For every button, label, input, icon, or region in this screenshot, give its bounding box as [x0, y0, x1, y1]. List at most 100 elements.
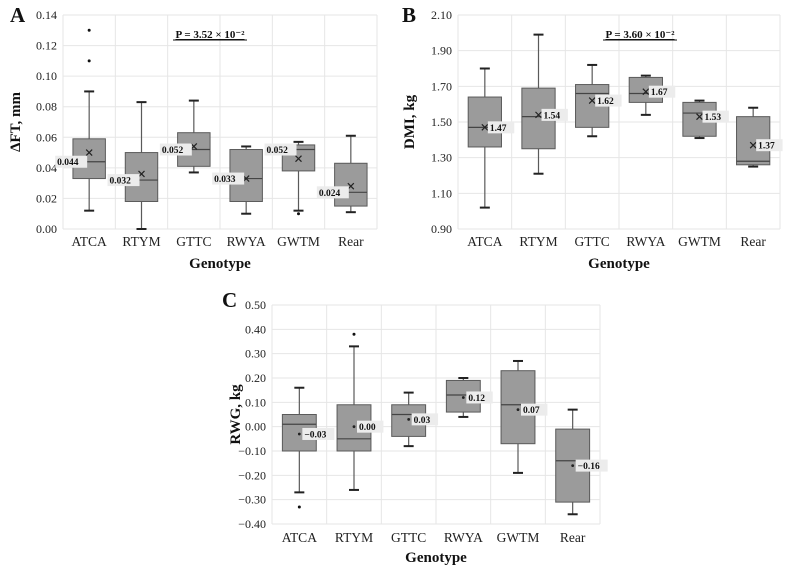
y-tick-label: 1.70: [431, 79, 452, 93]
x-axis-title: Genotype: [189, 256, 251, 272]
y-tick-label: 0.90: [431, 222, 452, 236]
box-rwya: 0.033: [212, 145, 263, 215]
x-tick-label: ATCA: [282, 530, 318, 545]
data-label: 1.53: [705, 113, 722, 123]
y-axis-title: RWG, kg: [228, 384, 244, 445]
mean-marker: [571, 464, 575, 467]
data-label-bg: [487, 121, 515, 134]
x-tick-label: ATCA: [72, 234, 108, 249]
box-rtym: 0.00: [336, 332, 384, 491]
data-label: 0.024: [319, 189, 341, 199]
data-label-bg: [107, 174, 140, 187]
panel-label: B: [402, 3, 416, 27]
y-tick-label: −0.30: [238, 493, 266, 507]
mean-marker: [535, 111, 542, 119]
data-label: 1.47: [490, 124, 507, 134]
y-tick-label: 2.10: [431, 8, 452, 22]
mean-marker: [295, 155, 302, 163]
x-tick-label: RTYM: [519, 234, 557, 249]
data-label-bg: [466, 391, 493, 404]
box-rwya: 1.67: [628, 74, 676, 116]
data-label-bg: [316, 186, 349, 199]
panel-c: −0.40 −0.30 −0.20 −0.10 0.00 0.10 0.20 0.30 0.40…: [222, 288, 608, 566]
box-gttc: 0.03: [391, 391, 439, 448]
y-tick-label: 0.20: [245, 371, 266, 385]
data-label: −0.03: [304, 430, 326, 440]
box-atca: 0.044: [55, 28, 106, 212]
y-tick-label: 0.50: [245, 298, 266, 312]
panel-a: 0.00 0.02 0.04 0.06 0.08 0.10 0.12 0.14 A Genotyp…: [8, 3, 378, 272]
data-label-bg: [357, 420, 384, 433]
y-tick-label: 1.50: [431, 115, 452, 129]
data-label-bg: [648, 85, 676, 98]
x-tick-label: GWTM: [678, 234, 721, 249]
x-tick-label: GWTM: [277, 234, 320, 249]
x-tick-label: GTTC: [391, 530, 426, 545]
x-tick-label: Rear: [338, 234, 364, 249]
y-tick-label: 1.30: [431, 151, 452, 165]
data-label-bg: [159, 143, 192, 156]
data-label: 1.62: [597, 97, 614, 107]
box-atca: 1.47: [467, 67, 515, 209]
y-tick-label: 0.12: [36, 39, 57, 53]
y-axis-title: DMI, kg: [402, 94, 418, 149]
data-label: 0.12: [468, 394, 485, 404]
x-tick-label: ATCA: [467, 234, 503, 249]
box-gttc: 0.052: [159, 99, 211, 174]
box-gttc: 1.62: [575, 63, 622, 138]
data-label-bg: [302, 427, 335, 440]
y-tick-label: 1.90: [431, 44, 452, 58]
data-label: −0.16: [578, 462, 600, 472]
mean-marker: [407, 417, 411, 421]
x-tick-label: RWYA: [626, 234, 665, 249]
outlier-point: [297, 212, 300, 216]
outlier-point: [87, 59, 91, 63]
data-label-bg: [521, 403, 548, 416]
x-tick-label: RTYM: [122, 234, 160, 249]
mean-marker: [749, 141, 757, 149]
y-tick-label: 0.14: [36, 8, 57, 22]
y-tick-label: 0.06: [36, 130, 57, 144]
x-tick-label: GTTC: [575, 234, 610, 249]
y-tick-label: 0.00: [36, 222, 57, 236]
data-label-bg: [55, 155, 88, 168]
box-gwtm: 1.53: [682, 99, 729, 140]
p-value-annotation: P = 3.60 × 10⁻²: [605, 29, 675, 41]
box-gwtm: 0.052: [264, 140, 316, 216]
data-label-bg: [575, 459, 608, 472]
p-value-annotation: P = 3.52 × 10⁻²: [175, 29, 245, 41]
mean-marker: [297, 432, 301, 436]
box-rear: 1.37: [736, 106, 783, 168]
data-label: 0.032: [110, 177, 132, 187]
x-tick-label: RTYM: [335, 530, 373, 545]
data-label: 1.54: [544, 111, 561, 121]
x-tick-label: RWYA: [444, 530, 483, 545]
box-rwya: 0.12: [445, 377, 493, 418]
data-label-bg: [541, 108, 568, 121]
data-label: 1.37: [758, 142, 775, 152]
y-tick-label: 0.10: [245, 395, 266, 409]
box-rear: 0.024: [316, 134, 368, 214]
data-label-bg: [411, 413, 439, 426]
box-gwtm: 0.07: [500, 359, 548, 474]
y-tick-label: 0.04: [36, 161, 57, 175]
data-label: 1.67: [651, 88, 668, 98]
x-tick-label: Rear: [740, 234, 766, 249]
mean-marker: [481, 123, 489, 131]
box-iqr: [334, 162, 368, 207]
data-label: 0.052: [162, 146, 184, 156]
data-label-bg: [212, 172, 245, 185]
data-label: 0.03: [414, 416, 431, 426]
panel-label: A: [10, 3, 26, 27]
mean-marker: [696, 113, 703, 121]
y-tick-label: −0.10: [238, 444, 266, 458]
data-label-bg: [702, 110, 729, 123]
x-axis-title: Genotype: [405, 550, 467, 566]
data-label: 0.07: [523, 406, 540, 416]
mean-marker: [588, 97, 596, 105]
panel-label: C: [222, 288, 237, 312]
data-label-bg: [595, 94, 622, 107]
y-tick-label: 0.00: [245, 420, 266, 434]
y-tick-label: 0.40: [245, 322, 266, 336]
y-tick-label: −0.40: [238, 517, 266, 531]
